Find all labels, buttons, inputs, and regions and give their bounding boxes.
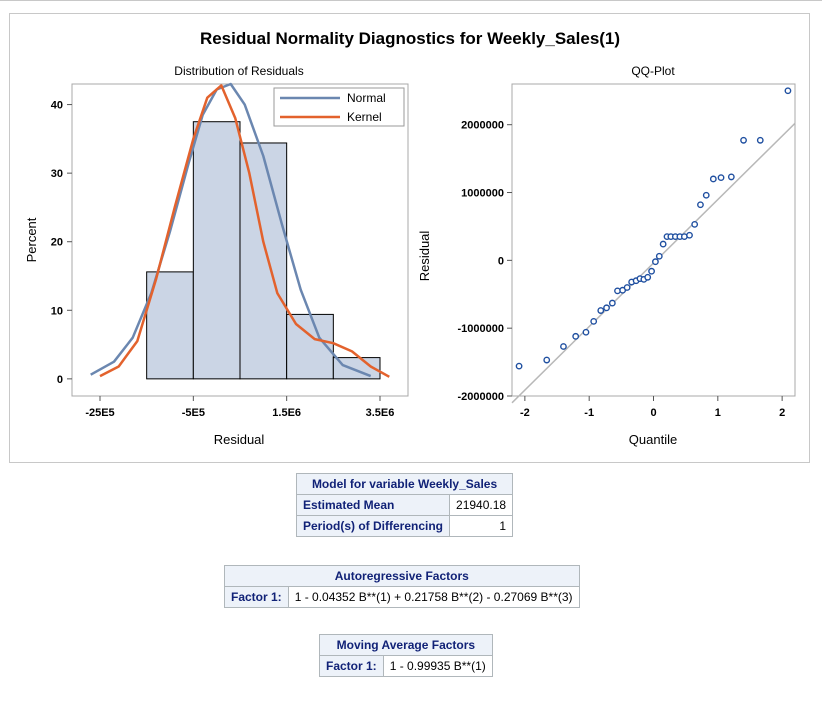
diagnostics-figure: Residual Normality Diagnostics for Weekl… — [24, 29, 796, 447]
top-rule — [0, 0, 822, 1]
x-tick-label: -2 — [520, 407, 530, 419]
qq-point — [582, 328, 590, 336]
qq-point — [727, 173, 735, 181]
x-tick-label: 3.5E6 — [366, 407, 395, 419]
y-tick-label: 10 — [51, 305, 63, 317]
legend-kernel-label: Kernel — [347, 110, 382, 124]
qq-point — [709, 175, 717, 183]
normal-density-curve — [90, 82, 372, 378]
qq-point — [597, 307, 605, 314]
y-tick-label: -2000000 — [458, 391, 505, 403]
moving-average-table-title: Moving Average Factors — [319, 634, 493, 656]
histogram-y-axis-label: Percent — [24, 217, 39, 262]
qq-point — [515, 362, 523, 370]
legend-box — [273, 87, 405, 127]
model-table-title: Model for variable Weekly_Sales — [295, 473, 514, 495]
qq-x-axis-label: Quantile — [629, 432, 677, 447]
autoregressive-table: Autoregressive Factors Factor 1: 1 - 0.0… — [224, 565, 580, 608]
differencing-label: Period(s) of Differencing — [295, 515, 451, 537]
y-tick-label: 2000000 — [461, 120, 504, 132]
figure-title: Residual Normality Diagnostics for Weekl… — [200, 29, 620, 48]
table-row: Factor 1: 1 - 0.04352 B**(1) + 0.21758 B… — [224, 586, 580, 608]
table-row: Factor 1: 1 - 0.99935 B**(1) — [319, 655, 493, 677]
qq-point — [756, 136, 764, 144]
estimated-mean-value: 21940.18 — [449, 494, 514, 516]
histogram-legend: Normal Kernel — [273, 87, 405, 127]
qq-point — [691, 220, 699, 228]
qq-point — [697, 201, 704, 209]
model-table: Model for variable Weekly_Sales Estimate… — [295, 473, 514, 537]
histogram-x-axis-label: Residual — [214, 432, 265, 447]
qq-point — [717, 174, 725, 182]
kernel-density-curve — [99, 84, 390, 378]
x-tick-label: -5E5 — [182, 407, 205, 419]
histogram-panel: Distribution of Residuals 0 10 20 30 40 -25E… — [24, 64, 409, 447]
ar-factor-value: 1 - 0.04352 B**(1) + 0.21758 B**(2) - 0.… — [287, 586, 580, 608]
x-tick-label: 1 — [715, 407, 721, 419]
moving-average-table: Moving Average Factors Factor 1: 1 - 0.9… — [319, 634, 493, 677]
qq-point — [655, 252, 663, 260]
ar-factor-label: Factor 1: — [224, 586, 289, 608]
y-tick-label: 40 — [51, 100, 63, 112]
ma-factor-value: 1 - 0.99935 B**(1) — [382, 655, 493, 677]
qq-plot-area — [511, 83, 796, 397]
estimated-mean-label: Estimated Mean — [295, 494, 451, 516]
qq-y-axis-label: Residual — [417, 231, 432, 282]
y-tick-label: 20 — [51, 237, 63, 249]
ma-factor-label: Factor 1: — [319, 655, 384, 677]
x-tick-label: 1.5E6 — [272, 407, 301, 419]
x-tick-label: -1 — [584, 407, 594, 419]
y-tick-label: 30 — [51, 168, 63, 180]
x-tick-label: -25E5 — [85, 407, 114, 419]
differencing-value: 1 — [449, 515, 514, 537]
histogram-bar — [192, 121, 241, 380]
qq-point — [603, 304, 610, 312]
qq-point — [572, 332, 580, 340]
histogram-bar — [239, 142, 288, 380]
qq-point — [648, 267, 655, 275]
qq-point — [560, 343, 567, 350]
table-row: Estimated Mean 21940.18 — [295, 494, 514, 516]
qq-point — [784, 87, 792, 95]
x-tick-label: 2 — [779, 407, 785, 419]
y-tick-label: -1000000 — [458, 323, 505, 335]
legend-normal-label: Normal — [347, 91, 386, 105]
y-tick-label: 0 — [57, 374, 63, 386]
histogram-title: Distribution of Residuals — [174, 64, 303, 78]
qq-plot-title: QQ-Plot — [631, 64, 675, 78]
histogram-bar — [332, 357, 381, 380]
histogram-bar — [146, 271, 194, 380]
table-row: Period(s) of Differencing 1 — [295, 515, 514, 537]
qq-point — [652, 258, 659, 266]
qq-point — [659, 240, 667, 248]
diagnostics-panel: Residual Normality Diagnostics for Weekl… — [9, 13, 810, 463]
qq-point — [702, 191, 710, 199]
qq-point — [608, 299, 616, 307]
qq-point — [686, 231, 693, 239]
qq-point — [740, 136, 747, 144]
qq-point — [644, 273, 652, 281]
qq-point — [590, 317, 598, 325]
y-tick-label: 0 — [498, 255, 504, 267]
qq-plot-panel: QQ-Plot -2000000-1000000010000002000000 … — [417, 64, 796, 447]
autoregressive-table-title: Autoregressive Factors — [224, 565, 580, 587]
qq-point — [623, 284, 631, 291]
x-tick-label: 0 — [650, 407, 656, 419]
y-tick-label: 1000000 — [461, 188, 504, 200]
qq-point — [543, 356, 551, 364]
